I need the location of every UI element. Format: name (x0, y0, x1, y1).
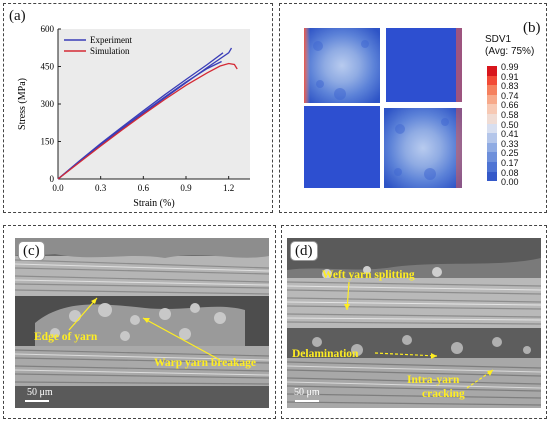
x-tick-label: 0.9 (180, 183, 192, 193)
legend-level: 0.91 (501, 71, 519, 82)
legend-row: 0.41 (487, 129, 547, 143)
legend-level: 0.50 (501, 119, 519, 130)
panel-b: SDV1 (Avg: 75%) 0.99 0.91 0.83 0.74 0.66 0.58… (279, 3, 547, 213)
contour-cell-top-right (386, 28, 462, 102)
legend-row: 0.74 (487, 90, 547, 105)
series-line-simulation-3 (57, 62, 238, 180)
legend-level: 0.00 (501, 177, 519, 188)
legend-swatch (487, 104, 497, 114)
damage-contour-plot (304, 28, 462, 188)
sem-image-c (15, 238, 269, 408)
contour-cell-bottom-right (384, 108, 462, 188)
legend-swatch (487, 142, 497, 153)
legend-swatch (487, 75, 497, 86)
y-axis-label: Stress (MPa) (17, 78, 28, 130)
legend-swatch (487, 114, 497, 124)
legend-level: 0.74 (501, 90, 519, 101)
legend-level: 0.83 (501, 81, 519, 92)
y-tick-label: 450 (41, 62, 55, 72)
legend-swatch (487, 94, 497, 105)
legend-swatch (487, 66, 497, 76)
panel-d: Weft yarn splitting Delamination Intra-y… (281, 225, 547, 419)
annotation-delamination: Delamination (292, 348, 359, 360)
x-tick-label: 1.2 (223, 183, 234, 193)
y-tick-label: 600 (41, 24, 55, 34)
series-line-experiment-2 (57, 60, 222, 180)
legend-level: 0.08 (501, 167, 519, 178)
scale-bar-label-c: 50 μm (27, 387, 53, 398)
legend-level: 0.33 (501, 138, 519, 149)
arrow-warp-yarn-breakage (142, 317, 221, 361)
contour-cell-bottom-left (304, 106, 380, 188)
legend-row: 0.00 (487, 177, 547, 187)
legend-row: 0.25 (487, 148, 547, 162)
legend-level: 0.99 (501, 62, 519, 72)
chart-series (57, 47, 238, 180)
legend-row: 0.83 (487, 81, 547, 95)
y-tick-label: 300 (41, 99, 55, 109)
legend-swatch (487, 162, 497, 172)
annotation-cracking: cracking (422, 388, 465, 400)
scale-bar-label-d: 50 μm (294, 387, 320, 398)
panel-a-label: (a) (6, 7, 29, 25)
arrow-delamination (374, 352, 438, 357)
legend-swatch (487, 152, 497, 162)
legend-row: 0.33 (487, 138, 547, 153)
chart-axes: 0.0 0.3 0.6 0.9 1.2 0 150 300 450 600 Strain (%) St… (17, 24, 250, 209)
legend-row: 0.08 (487, 167, 547, 182)
legend-swatch (487, 123, 497, 134)
panel-c-label: (c) (18, 241, 45, 261)
annotation-weft-yarn-splitting: Weft yarn splitting (322, 269, 415, 281)
legend-label-experiment: Experiment (90, 35, 132, 45)
x-tick-label: 0.3 (95, 183, 107, 193)
annotation-edge-of-yarn: Edge of yarn (34, 331, 98, 343)
x-tick-label: 0.0 (52, 183, 64, 193)
legend-level: 0.66 (501, 100, 519, 111)
sem-image-d (287, 238, 541, 408)
legend-swatch (487, 85, 497, 95)
legend-level: 0.25 (501, 148, 519, 159)
legend-row: 0.58 (487, 110, 547, 124)
legend-row: 0.17 (487, 158, 547, 172)
x-tick-label: 0.6 (138, 183, 150, 193)
legend-swatch (487, 133, 497, 143)
arrow-edge-of-yarn (68, 297, 98, 331)
annotation-intra-yarn: Intra-yarn (407, 374, 460, 386)
legend-row: 0.66 (487, 100, 547, 114)
legend-title: SDV1 (485, 34, 512, 45)
panel-d-label: (d) (290, 241, 318, 261)
legend-level: 0.17 (501, 158, 519, 168)
legend-swatch (487, 171, 497, 182)
legend-row: 0.99 (487, 62, 547, 76)
legend-subtitle: (Avg: 75%) (485, 46, 535, 57)
legend-row: 0.50 (487, 119, 547, 134)
panel-b-label: (b) (520, 19, 544, 37)
stress-strain-chart: 0.0 0.3 0.6 0.9 1.2 0 150 300 450 600 Strain (%) St… (17, 24, 250, 209)
legend-row: 0.91 (487, 71, 547, 86)
x-axis-label: Strain (%) (133, 198, 174, 209)
y-tick-label: 150 (41, 137, 55, 147)
panel-a: 0.0 0.3 0.6 0.9 1.2 0 150 300 450 600 Strain (%) St… (3, 3, 273, 213)
legend-level: 0.41 (501, 129, 519, 140)
panel-c: Edge of yarn Warp yarn breakage 50 μm (c… (3, 225, 276, 419)
legend-level: 0.58 (501, 110, 519, 120)
annotation-warp-yarn-breakage: Warp yarn breakage (154, 357, 257, 369)
y-tick-label: 0 (50, 174, 55, 184)
legend-label-simulation: Simulation (90, 46, 130, 56)
